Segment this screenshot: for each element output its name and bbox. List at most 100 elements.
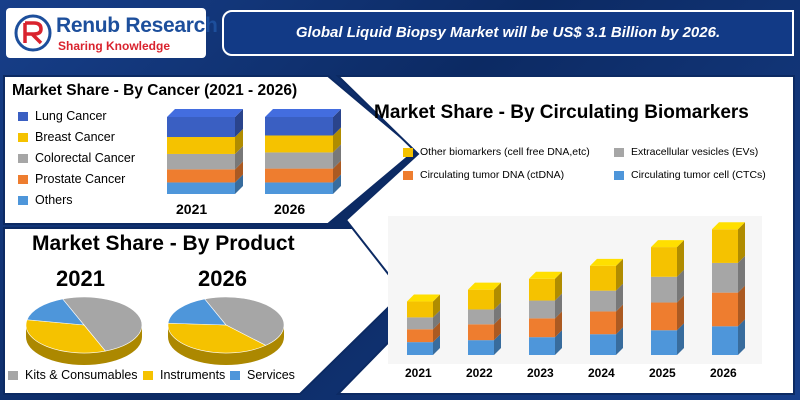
cancer-bar-segment [167,117,235,138]
cancer-bar-segment [167,137,235,154]
product-legend-item: Instruments [143,368,225,382]
cancer-bar-segment [167,182,235,194]
biomarker-bar-segment [712,292,738,327]
biomarker-bar-side [494,333,501,355]
biomarker-bar-side [494,317,501,341]
cancer-chart-title: Market Share - By Cancer (2021 - 2026) [12,82,298,99]
cancer-bar-segment [265,152,333,169]
biomarker-x-tick-label: 2021 [405,366,432,380]
biomarker-bar-segment [468,289,494,310]
cancer-bar-segment [265,168,333,183]
biomarker-bar-segment [712,229,738,263]
legend-label: Kits & Consumables [25,368,138,382]
legend-swatch [8,370,18,380]
cancer-legend-item: Breast Cancer [18,130,115,144]
biomarker-x-tick-label: 2023 [527,366,554,380]
biomarker-bar-side [616,283,623,312]
biomarker-x-tick-label: 2022 [466,366,493,380]
biomarker-bar-segment [712,326,738,355]
biomarker-bar-top [712,222,745,230]
biomarker-legend-item: Circulating tumor cell (CTCs) [614,169,766,181]
legend-swatch [614,147,624,157]
biomarker-bar-segment [407,317,433,330]
biomarker-bar-top [407,294,440,302]
cancer-x-tick-label: 2026 [274,201,306,217]
biomarker-bar-top [529,271,562,279]
biomarker-bar-side [677,295,684,331]
biomarker-bar-segment [590,311,616,335]
biomarker-bar-side [433,310,440,330]
brand-name: Renub Research [56,14,218,37]
cancer-bar-side [333,127,341,153]
cancer-bar-segment [167,169,235,183]
product-chart [25,296,285,365]
biomarker-bar-segment [590,265,616,291]
biomarker-bar-segment [407,342,433,355]
legend-swatch [18,153,28,163]
pie-slice [167,298,227,326]
biomarker-chart-title: Market Share - By Circulating Biomarkers [374,102,749,123]
biomarker-bar-segment [468,340,494,355]
cancer-bar-segment [167,153,235,170]
legend-swatch [18,111,28,121]
cancer-bar-side [333,174,341,194]
cancer-bar-side [235,109,243,138]
biomarker-plot-area [388,216,762,364]
biomarker-bar-segment [529,300,555,319]
cancer-chart [167,109,341,194]
biomarker-bar-side [433,322,440,343]
legend-label: Colorectal Cancer [35,151,136,165]
biomarker-chart [407,222,745,355]
biomarker-bar-side [677,269,684,303]
legend-swatch [230,370,240,380]
legend-swatch [403,147,413,157]
product-legend-item: Services [230,368,295,382]
legend-swatch [18,132,28,142]
legend-label: Extracellular vesicles (EVs) [631,146,759,158]
biomarker-bar-side [738,285,745,327]
cancer-legend-item: Others [18,193,73,207]
legend-label: Breast Cancer [35,130,115,144]
cancer-bar-top [265,109,341,117]
cancer-bar-side [235,129,243,154]
biomarker-bar-segment [529,318,555,338]
pie-slice [25,319,106,354]
biomarker-bar-side [616,258,623,291]
cancer-legend-item: Prostate Cancer [18,172,125,186]
biomarker-bar-segment [651,247,677,277]
biomarker-x-tick-label: 2026 [710,366,737,380]
legend-swatch [614,170,624,180]
biomarker-bar-segment [651,330,677,355]
product-chart-title: Market Share - By Product [32,232,295,255]
headline-banner: Global Liquid Biopsy Market will be US$ … [222,10,794,56]
cancer-legend-item: Lung Cancer [18,109,107,123]
legend-label: Other biomarkers (cell free DNA,etc) [420,146,590,158]
biomarker-bar-top [651,240,684,248]
biomarker-bar-segment [590,334,616,355]
biomarker-bar-segment [407,301,433,318]
biomarker-bar-segment [529,337,555,355]
biomarker-legend-item: Other biomarkers (cell free DNA,etc) [403,146,590,158]
cancer-bar-side [333,160,341,183]
biomarker-bar-side [494,302,501,325]
legend-label: Instruments [160,368,226,382]
biomarker-bar-segment [712,262,738,293]
cancer-bar-side [333,144,341,169]
pie-slice [26,298,85,326]
cancer-x-tick-label: 2021 [176,201,208,217]
biomarker-x-tick-label: 2025 [649,366,676,380]
cancer-bar-side [235,161,243,183]
cancer-legend-item: Colorectal Cancer [18,151,135,165]
biomarker-bar-segment [590,290,616,312]
headline-text: Global Liquid Biopsy Market will be US$ … [295,24,721,41]
biomarker-bar-segment [407,329,433,343]
cancer-bar-side [235,174,243,194]
legend-label: Services [247,368,295,382]
cancer-bar-segment [265,182,333,194]
biomarker-bar-side [738,222,745,263]
legend-swatch [403,170,413,180]
biomarker-bar-segment [529,278,555,301]
biomarker-bar-side [738,319,745,355]
pie-slice [204,296,285,346]
biomarker-bar-segment [468,324,494,341]
